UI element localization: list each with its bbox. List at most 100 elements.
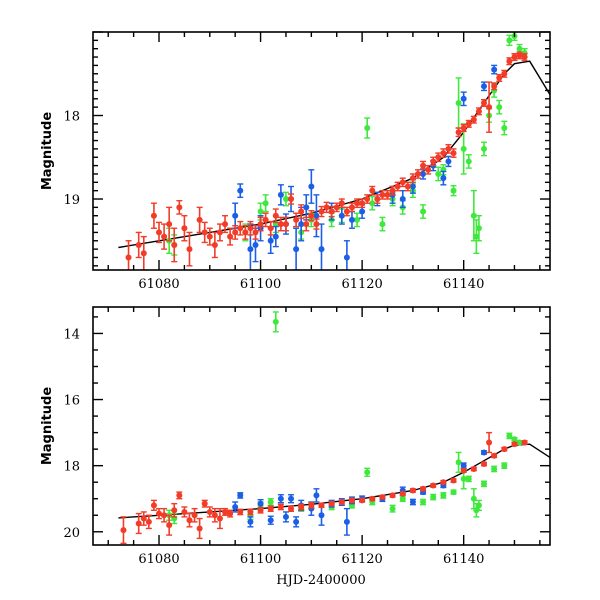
data-point [348, 204, 355, 211]
top-green-point [282, 191, 289, 207]
data-point [247, 508, 254, 515]
bottom-red-point [196, 517, 203, 540]
data-point [277, 191, 284, 198]
data-point [343, 518, 350, 525]
bottom-red-point [521, 439, 528, 446]
top-red-point [328, 205, 335, 218]
top-blue-point [318, 223, 325, 270]
bottom-green-point [465, 475, 472, 483]
bottom-red-point [191, 507, 198, 523]
data-point [399, 490, 406, 497]
bottom-series-red [120, 431, 528, 545]
bottom-green-point [455, 451, 462, 473]
top-red-point [303, 216, 310, 232]
data-point [480, 480, 487, 487]
data-point [480, 449, 487, 456]
top-red-point [389, 185, 396, 196]
top-x-tick-label: 61100 [240, 277, 281, 292]
data-point [440, 175, 447, 182]
top-blue-point [232, 202, 239, 229]
data-point [374, 196, 381, 203]
top-red-point [475, 107, 482, 116]
data-point [348, 216, 355, 223]
bottom-red-point [140, 511, 147, 526]
data-point [166, 522, 173, 529]
data-point [511, 436, 518, 443]
bottom-x-tick-label: 61140 [443, 552, 484, 567]
top-red-point [425, 164, 432, 175]
top-green-point [435, 166, 442, 182]
top-red-point [369, 185, 376, 196]
data-point [409, 175, 416, 182]
bottom-red-point [450, 477, 457, 484]
bottom-green-point [430, 493, 437, 501]
data-point [394, 183, 401, 190]
data-point [282, 221, 289, 228]
bottom-red-point [171, 502, 178, 518]
top-red-point [348, 202, 355, 213]
data-point [298, 221, 305, 228]
data-point [501, 125, 508, 132]
bottom-red-point [135, 512, 142, 535]
data-point [196, 216, 203, 223]
top-red-point [156, 221, 163, 244]
data-point [318, 502, 325, 509]
data-point [460, 475, 467, 482]
bottom-red-point [206, 506, 213, 518]
bottom-panel-data [118, 311, 550, 545]
bottom-red-point [150, 499, 157, 511]
data-point [521, 439, 528, 446]
bottom-red-point [328, 500, 335, 507]
data-point [298, 208, 305, 215]
top-series-red [125, 51, 528, 270]
top-red-point [440, 148, 447, 158]
data-point [303, 204, 310, 211]
data-point [282, 196, 289, 203]
top-blue-point [399, 189, 406, 209]
top-blue-point [440, 170, 447, 186]
top-red-point [272, 208, 279, 224]
bottom-blue-point [293, 516, 300, 528]
bottom-red-point [430, 482, 437, 489]
data-point [267, 225, 274, 232]
bottom-red-point [338, 499, 345, 506]
top-panel-data [118, 32, 550, 270]
top-red-point [257, 216, 264, 232]
bottom-red-point [247, 508, 254, 516]
data-point [288, 196, 295, 203]
top-red-point [232, 225, 239, 240]
top-red-point [409, 173, 416, 184]
data-point [420, 170, 427, 177]
bottom-red-point [318, 502, 325, 509]
data-point [237, 508, 244, 515]
data-point [232, 229, 239, 236]
data-point [450, 187, 457, 194]
bottom-green-point [516, 439, 523, 446]
data-point [267, 499, 274, 506]
bottom-red-point [120, 516, 127, 545]
top-x-tick-label: 61140 [443, 277, 484, 292]
bottom-panel-y-tick-labels: 14 16 18 20 [63, 327, 80, 540]
bottom-red-point [379, 494, 386, 501]
data-point [369, 495, 376, 502]
data-point [262, 200, 269, 207]
data-point [460, 145, 467, 152]
data-point [399, 196, 406, 203]
top-series-blue [232, 64, 498, 270]
data-point [399, 179, 406, 186]
data-point [272, 212, 279, 219]
data-point [227, 233, 234, 240]
top-red-point [430, 156, 437, 167]
top-x-tick-label: 61120 [341, 277, 382, 292]
data-point [506, 37, 513, 44]
top-red-point [166, 206, 173, 242]
data-point [257, 507, 264, 514]
bottom-y-axis-title: Magnitude [40, 387, 55, 466]
top-blue-point [308, 169, 315, 204]
data-point [171, 507, 178, 514]
data-point [232, 212, 239, 219]
data-point [455, 99, 462, 106]
data-point [430, 494, 437, 501]
bottom-red-point [216, 507, 223, 530]
data-point [435, 170, 442, 177]
